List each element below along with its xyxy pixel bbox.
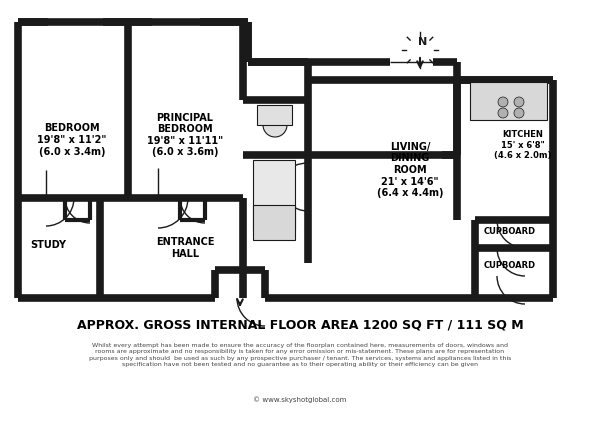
Bar — [253, 160, 295, 230]
Text: © www.skyshotglobal.com: © www.skyshotglobal.com — [253, 397, 347, 403]
Text: PRINCIPAL
BEDROOM
19'8" x 11'11"
(6.0 x 3.6m): PRINCIPAL BEDROOM 19'8" x 11'11" (6.0 x … — [147, 113, 223, 157]
Bar — [257, 105, 292, 125]
Circle shape — [514, 108, 524, 118]
Text: KITCHEN
15' x 6'8"
(4.6 x 2.0m): KITCHEN 15' x 6'8" (4.6 x 2.0m) — [494, 130, 551, 160]
Text: ENTRANCE
HALL: ENTRANCE HALL — [156, 237, 214, 259]
Circle shape — [498, 97, 508, 107]
Text: CUPBOARD: CUPBOARD — [484, 260, 536, 270]
Bar — [155, 19, 205, 25]
Text: STUDY: STUDY — [30, 240, 66, 250]
Text: Whilst every attempt has been made to ensure the accuracy of the floorplan conta: Whilst every attempt has been made to en… — [89, 343, 511, 368]
Bar — [253, 205, 295, 240]
Text: APPROX. GROSS INTERNAL FLOOR AREA 1200 SQ FT / 111 SQ M: APPROX. GROSS INTERNAL FLOOR AREA 1200 S… — [77, 318, 523, 332]
Bar — [50, 19, 105, 25]
Text: BEDROOM
19'8" x 11'2"
(6.0 x 3.4m): BEDROOM 19'8" x 11'2" (6.0 x 3.4m) — [37, 123, 107, 156]
Text: LIVING/
DINING
ROOM
21' x 14'6"
(6.4 x 4.4m): LIVING/ DINING ROOM 21' x 14'6" (6.4 x 4… — [377, 142, 443, 198]
Bar — [257, 105, 292, 125]
Bar — [253, 160, 295, 230]
Text: N: N — [418, 37, 428, 47]
Circle shape — [498, 108, 508, 118]
Bar — [470, 82, 547, 120]
Text: CUPBOARD: CUPBOARD — [484, 228, 536, 237]
Circle shape — [263, 113, 287, 137]
Circle shape — [514, 97, 524, 107]
